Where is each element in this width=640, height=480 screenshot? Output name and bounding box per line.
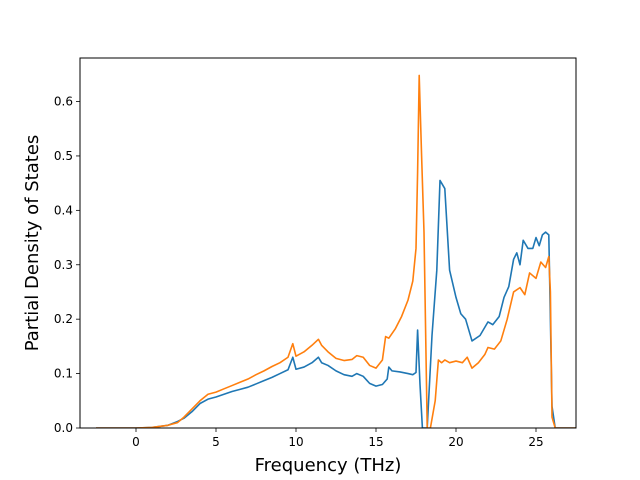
- y-axis: 0.0 0.1 0.2 0.3 0.4 0.5 0.6: [54, 95, 80, 435]
- x-tick-label: 25: [528, 435, 543, 449]
- series-line-1: [96, 179, 576, 428]
- x-tick-label: 10: [288, 435, 303, 449]
- y-tick-label: 0.4: [54, 203, 73, 217]
- y-tick-label: 0.0: [54, 421, 73, 435]
- series-layer: [96, 74, 576, 428]
- x-tick-label: 5: [212, 435, 220, 449]
- x-tick-label: 0: [132, 435, 140, 449]
- x-axis-label: Frequency (THz): [255, 455, 402, 476]
- y-tick-label: 0.3: [54, 258, 73, 272]
- series-line-2: [96, 74, 576, 428]
- y-tick-label: 0.5: [54, 149, 73, 163]
- x-tick-label: 15: [368, 435, 383, 449]
- y-tick-label: 0.6: [54, 95, 73, 109]
- y-tick-label: 0.2: [54, 312, 73, 326]
- y-tick-label: 0.1: [54, 367, 73, 381]
- x-axis: 0 5 10 15 20 25: [132, 428, 544, 449]
- plot-frame: [79, 57, 577, 429]
- x-tick-label: 20: [448, 435, 463, 449]
- y-axis-label: Partial Density of States: [22, 135, 43, 352]
